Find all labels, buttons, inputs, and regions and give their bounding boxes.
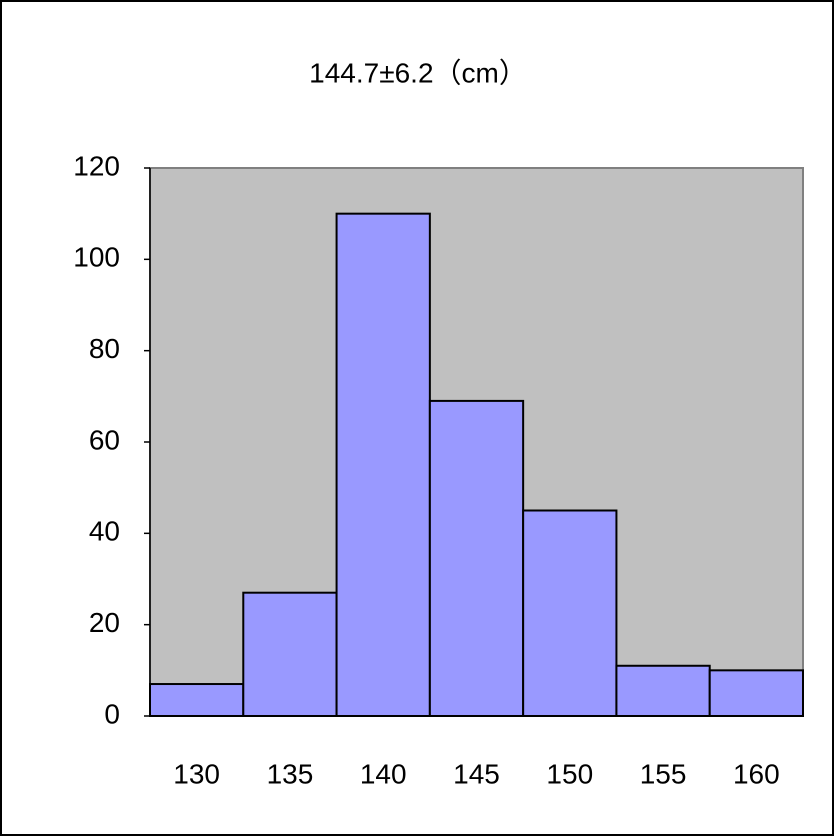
bar — [149, 683, 245, 717]
x-tick-label: 130 — [173, 758, 220, 789]
y-tick-label: 100 — [73, 242, 120, 273]
x-tick-label: 145 — [453, 758, 500, 789]
x-tick-label: 155 — [640, 758, 687, 789]
y-tick-label: 20 — [89, 607, 120, 638]
bar — [522, 509, 618, 717]
x-tick-label: 135 — [267, 758, 314, 789]
y-tick-label: 60 — [89, 424, 120, 455]
y-tick-label: 120 — [73, 150, 120, 181]
bar — [428, 399, 525, 717]
chart-title: 144.7±6.2（cm） — [309, 57, 527, 88]
y-tick-label: 80 — [89, 333, 120, 364]
bar — [242, 591, 338, 718]
x-tick-label: 150 — [546, 758, 593, 789]
bar — [335, 212, 431, 718]
x-tick-label: 140 — [360, 758, 407, 789]
x-tick-label: 160 — [733, 758, 780, 789]
y-tick-label: 40 — [89, 516, 120, 547]
y-tick-label: 0 — [104, 698, 120, 729]
bar — [708, 669, 805, 717]
bar — [615, 664, 711, 717]
